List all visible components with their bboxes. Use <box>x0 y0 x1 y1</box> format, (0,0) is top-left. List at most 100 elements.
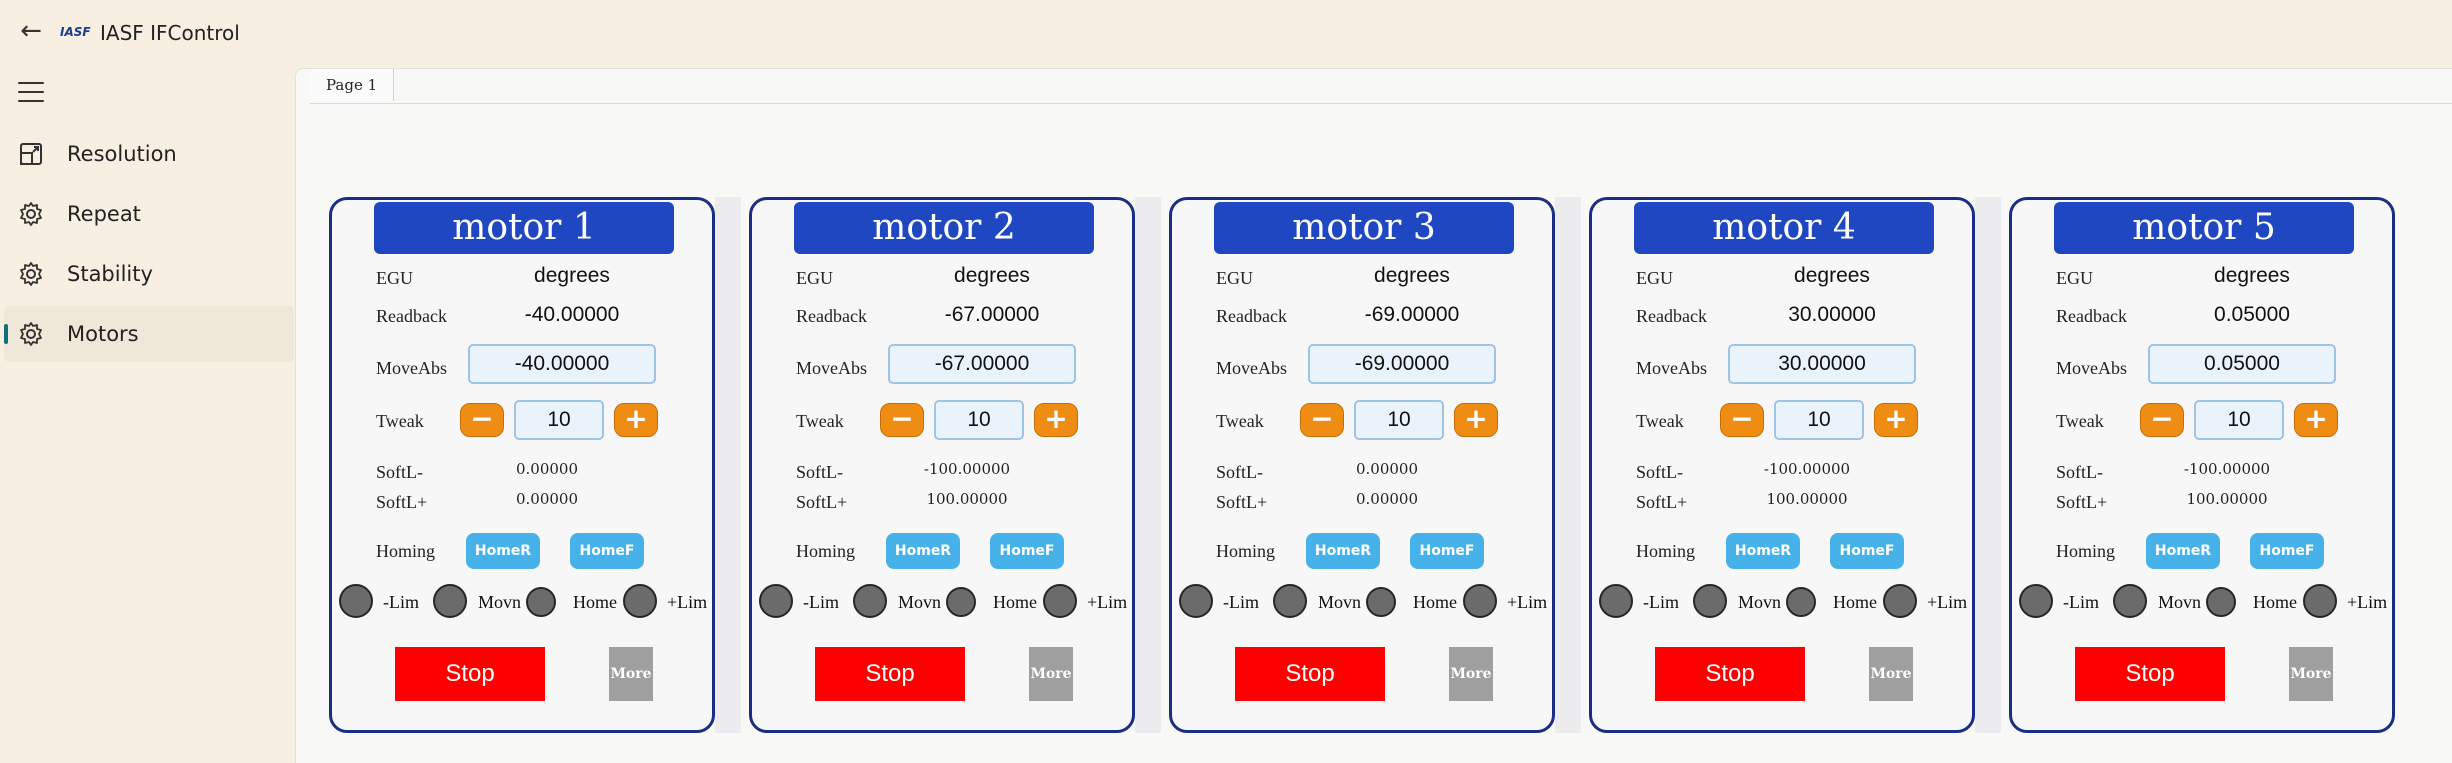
motor-title: motor 2 <box>794 202 1094 254</box>
readback-label: Readback <box>796 306 867 326</box>
app-title: IASF IFControl <box>100 21 240 45</box>
readback-value: -67.00000 <box>944 303 1040 326</box>
tweak-step-input[interactable]: 10 <box>1354 400 1444 440</box>
softl-minus-value: -100.00000 <box>2183 460 2271 478</box>
tweak-plus-button[interactable]: + <box>1874 403 1918 437</box>
tab-strip: Page 1 <box>310 69 2452 104</box>
readback-label: Readback <box>376 306 447 326</box>
home-label: Home <box>993 592 1037 612</box>
more-button[interactable]: More <box>609 647 653 701</box>
low-limit-indicator <box>2019 584 2053 618</box>
tweak-plus-button[interactable]: + <box>2294 403 2338 437</box>
egu-value: degrees <box>534 264 610 287</box>
home-reverse-button[interactable]: HomeR <box>466 533 540 569</box>
gear-icon <box>20 202 42 226</box>
tweak-plus-button[interactable]: + <box>1034 403 1078 437</box>
more-button[interactable]: More <box>1869 647 1913 701</box>
high-limit-label: +Lim <box>1507 592 1548 612</box>
sidebar-item-stability[interactable]: Stability <box>4 246 294 302</box>
tweak-minus-button[interactable]: − <box>880 403 924 437</box>
more-button[interactable]: More <box>1449 647 1493 701</box>
content-area: Page 1 motor 1 EGU degrees Readback -40.… <box>295 68 2452 763</box>
home-label: Home <box>2253 592 2297 612</box>
softl-plus-label: SoftL+ <box>796 492 848 512</box>
egu-label: EGU <box>1636 268 1673 288</box>
low-limit-label: -Lim <box>1223 592 1259 612</box>
home-reverse-button[interactable]: HomeR <box>1726 533 1800 569</box>
moveabs-input[interactable]: -69.00000 <box>1308 344 1496 384</box>
tweak-minus-button[interactable]: − <box>2140 403 2184 437</box>
motor-title: motor 3 <box>1214 202 1514 254</box>
tweak-step-input[interactable]: 10 <box>934 400 1024 440</box>
tweak-minus-button[interactable]: − <box>1720 403 1764 437</box>
hamburger-menu-icon[interactable] <box>18 82 44 104</box>
motor-title: motor 5 <box>2054 202 2354 254</box>
moving-indicator <box>1273 584 1307 618</box>
readback-label: Readback <box>1636 306 1707 326</box>
moving-indicator <box>2113 584 2147 618</box>
home-indicator <box>526 587 556 617</box>
home-reverse-button[interactable]: HomeR <box>1306 533 1380 569</box>
egu-value: degrees <box>1374 264 1450 287</box>
title-bar: ← IASF IASF IFControl <box>0 0 2452 66</box>
stop-button[interactable]: Stop <box>2075 647 2225 701</box>
tweak-step-input[interactable]: 10 <box>514 400 604 440</box>
tweak-label: Tweak <box>796 411 844 431</box>
low-limit-indicator <box>759 584 793 618</box>
panel-gap <box>1975 197 2001 733</box>
stop-button[interactable]: Stop <box>815 647 965 701</box>
motor-panel-3: motor 3 EGU degrees Readback -69.00000 M… <box>1169 197 1555 733</box>
home-label: Home <box>573 592 617 612</box>
home-forward-button[interactable]: HomeF <box>2250 533 2324 569</box>
tweak-step-input[interactable]: 10 <box>1774 400 1864 440</box>
homing-label: Homing <box>1636 541 1696 561</box>
stop-button[interactable]: Stop <box>1655 647 1805 701</box>
readback-value: -40.00000 <box>524 303 620 326</box>
sidebar-item-resolution[interactable]: Resolution <box>4 126 294 182</box>
stop-button[interactable]: Stop <box>1235 647 1385 701</box>
home-forward-button[interactable]: HomeF <box>1410 533 1484 569</box>
back-arrow-icon[interactable]: ← <box>20 16 42 46</box>
sidebar-item-label: Stability <box>67 262 153 286</box>
more-button[interactable]: More <box>1029 647 1073 701</box>
tweak-minus-button[interactable]: − <box>1300 403 1344 437</box>
home-forward-button[interactable]: HomeF <box>990 533 1064 569</box>
moveabs-input[interactable]: 0.05000 <box>2148 344 2336 384</box>
softl-minus-label: SoftL- <box>1216 462 1263 482</box>
tweak-label: Tweak <box>2056 411 2104 431</box>
tab-page-1[interactable]: Page 1 <box>310 69 395 101</box>
tweak-plus-button[interactable]: + <box>614 403 658 437</box>
softl-plus-label: SoftL+ <box>376 492 428 512</box>
sidebar-item-repeat[interactable]: Repeat <box>4 186 294 242</box>
home-indicator <box>1786 587 1816 617</box>
motor-panel-4: motor 4 EGU degrees Readback 30.00000 Mo… <box>1589 197 1975 733</box>
moving-label: Movn <box>478 592 522 612</box>
softl-minus-value: -100.00000 <box>1763 460 1851 478</box>
moveabs-input[interactable]: -40.00000 <box>468 344 656 384</box>
moving-indicator <box>1693 584 1727 618</box>
more-button[interactable]: More <box>2289 647 2333 701</box>
softl-plus-value: 100.00000 <box>926 490 1008 508</box>
tweak-minus-button[interactable]: − <box>460 403 504 437</box>
app-logo: IASF <box>60 25 91 39</box>
moving-label: Movn <box>1318 592 1362 612</box>
tweak-plus-button[interactable]: + <box>1454 403 1498 437</box>
home-forward-button[interactable]: HomeF <box>570 533 644 569</box>
tweak-label: Tweak <box>1216 411 1264 431</box>
readback-value: -69.00000 <box>1364 303 1460 326</box>
moveabs-input[interactable]: -67.00000 <box>888 344 1076 384</box>
homing-label: Homing <box>796 541 856 561</box>
panel-gap <box>1135 197 1161 733</box>
home-forward-button[interactable]: HomeF <box>1830 533 1904 569</box>
home-reverse-button[interactable]: HomeR <box>886 533 960 569</box>
sidebar-item-motors[interactable]: Motors <box>4 306 294 362</box>
low-limit-indicator <box>1599 584 1633 618</box>
moveabs-input[interactable]: 30.00000 <box>1728 344 1916 384</box>
egu-value: degrees <box>1794 264 1870 287</box>
home-reverse-button[interactable]: HomeR <box>2146 533 2220 569</box>
sidebar-item-label: Repeat <box>67 202 141 226</box>
low-limit-label: -Lim <box>383 592 419 612</box>
home-indicator <box>1366 587 1396 617</box>
stop-button[interactable]: Stop <box>395 647 545 701</box>
tweak-step-input[interactable]: 10 <box>2194 400 2284 440</box>
